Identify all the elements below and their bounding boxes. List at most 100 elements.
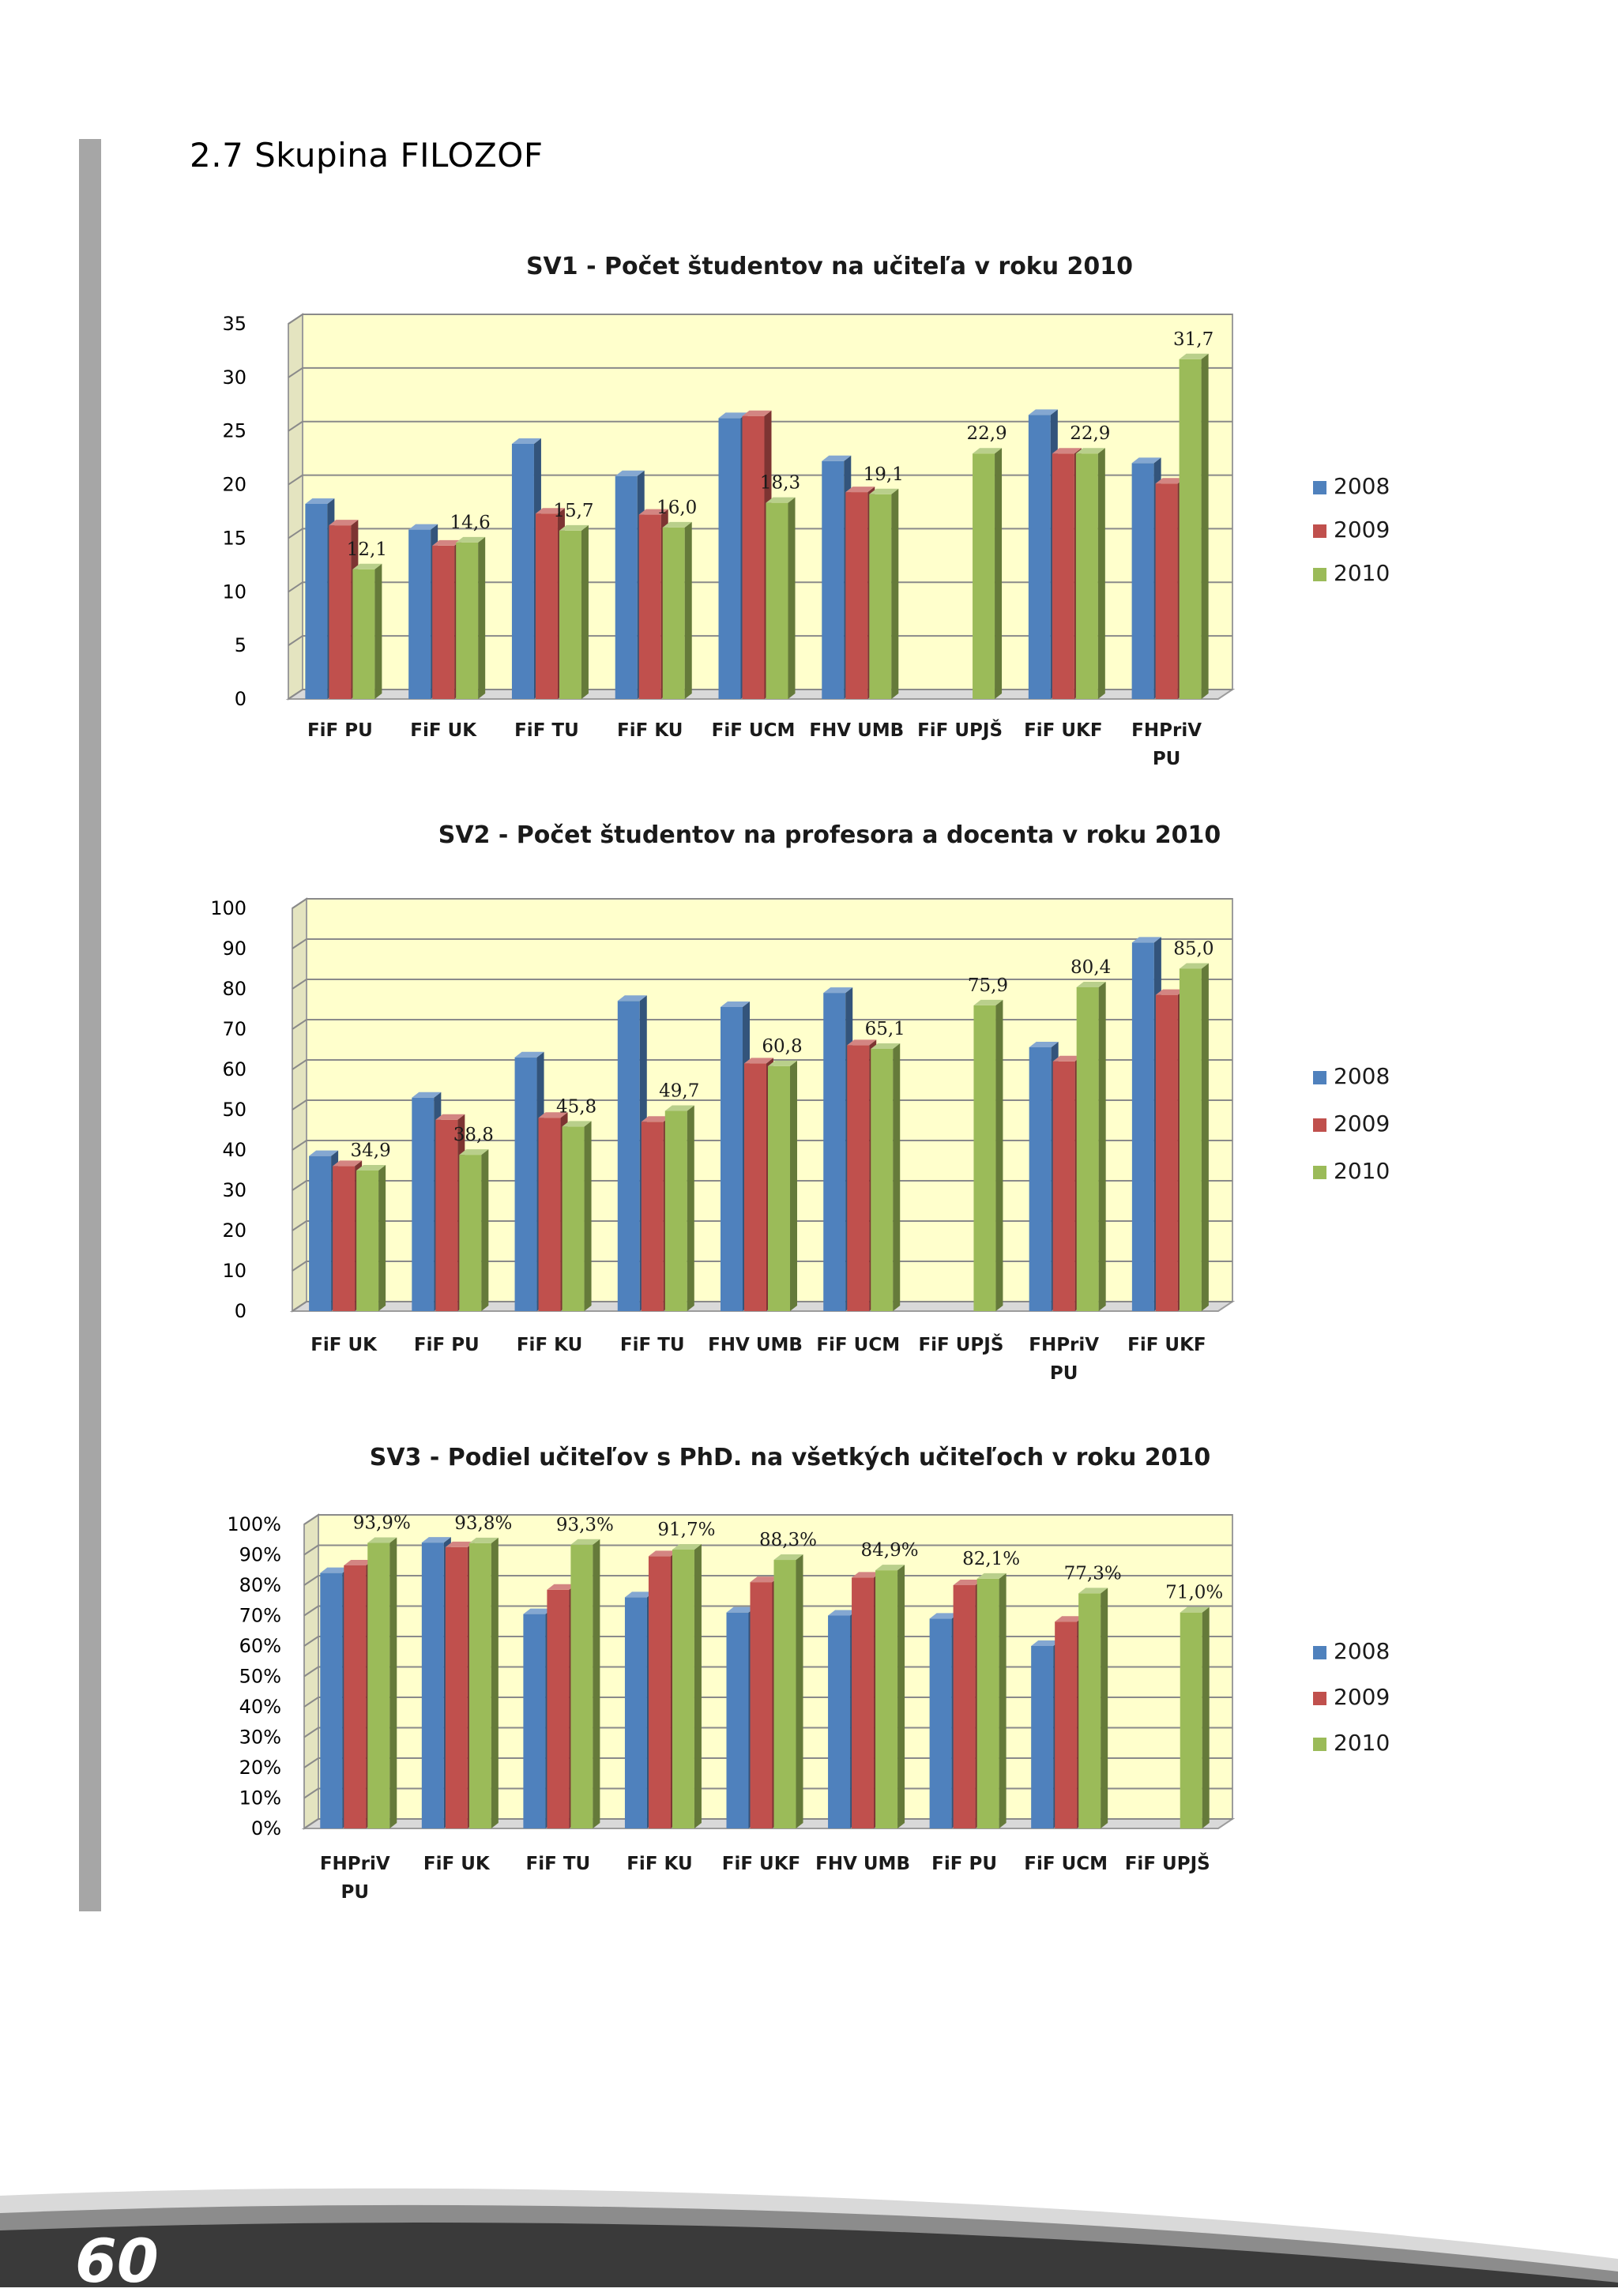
sv2-data-label: 75,9 xyxy=(968,975,1008,996)
sv2-category-label: FiF UKF xyxy=(1127,1335,1206,1355)
sv3-legend-label-2009: 2009 xyxy=(1334,1684,1390,1710)
sv2-bar-2010 xyxy=(664,1105,694,1311)
sv1-y-tick-label: 5 xyxy=(235,634,246,656)
sv3-category-label: FiF UKF xyxy=(722,1854,801,1874)
sv3-gridline xyxy=(303,1636,1232,1647)
sv3-bar-2010 xyxy=(875,1565,905,1828)
sv2-gridline xyxy=(292,1301,1232,1312)
sv3-category-label: FiF UCM xyxy=(1024,1854,1108,1874)
sv2-bar-2010 xyxy=(973,999,1003,1311)
sv3-gridline xyxy=(303,1818,1232,1829)
sv3-bar-2010 xyxy=(672,1543,702,1828)
sv2-gridline xyxy=(292,1180,1232,1191)
sv2-legend-swatch-2009 xyxy=(1313,1118,1326,1132)
sv2-bar-2010 xyxy=(356,1165,386,1311)
chart-sv1: SV1 - Počet študentov na učiteľa v roku … xyxy=(222,253,1390,769)
sv3-data-label: 93,8% xyxy=(454,1513,512,1534)
sv2-y-tick-label: 60 xyxy=(222,1058,246,1080)
sv2-y-tick-label: 70 xyxy=(222,1018,246,1040)
sv3-gridline xyxy=(303,1575,1232,1586)
sv3-legend-label-2010: 2010 xyxy=(1334,1730,1390,1756)
sv1-category-label: FiF KU xyxy=(617,720,683,741)
sv2-category-label: FiF UPJŠ xyxy=(918,1333,1003,1355)
sv3-y-tick-label: 50% xyxy=(239,1666,281,1688)
sv3-y-tick-label: 30% xyxy=(239,1727,281,1749)
sv3-bar-2010 xyxy=(367,1537,397,1828)
sv2-y-tick-label: 40 xyxy=(222,1139,246,1161)
sv2-legend-label-2009: 2009 xyxy=(1334,1110,1390,1137)
sv1-bar-2010 xyxy=(662,521,692,699)
sv1-category-label: FiF PU xyxy=(307,720,373,741)
sv1-gridline xyxy=(288,420,1232,432)
sv3-y-tick-label: 0% xyxy=(251,1817,281,1839)
sv2-data-label: 45,8 xyxy=(556,1096,596,1117)
sv1-gridline xyxy=(288,689,1232,700)
sv3-legend-swatch-2010 xyxy=(1313,1738,1326,1751)
sv1-y-tick-label: 0 xyxy=(235,688,246,710)
sv2-y-tick-label: 10 xyxy=(222,1260,246,1282)
sv3-gridline xyxy=(303,1544,1232,1556)
side-bar xyxy=(79,139,101,1911)
sv1-bar-2010 xyxy=(973,448,1003,699)
sv1-category-label: FHPriV xyxy=(1131,720,1202,741)
sv3-y-tick-label: 70% xyxy=(239,1605,281,1627)
sv3-bar-2010 xyxy=(976,1573,1007,1828)
sv1-y-tick-label: 30 xyxy=(222,366,246,389)
sv1-gridline xyxy=(288,528,1232,539)
sv1-gridline xyxy=(288,474,1232,486)
sv3-legend-swatch-2009 xyxy=(1313,1692,1326,1705)
sv1-data-label: 12,1 xyxy=(347,539,387,560)
sv2-category-label: PU xyxy=(1050,1363,1078,1384)
sv1-category-label: FiF UCM xyxy=(712,720,796,741)
footer-swoosh xyxy=(0,2188,1618,2287)
sv2-y-tick-label: 0 xyxy=(235,1300,246,1322)
sv3-gridline xyxy=(303,1757,1232,1768)
sv2-bar-2010 xyxy=(562,1121,592,1311)
sv1-data-label: 22,9 xyxy=(1070,423,1110,444)
sv1-data-label: 16,0 xyxy=(657,498,697,518)
sv1-legend-swatch-2009 xyxy=(1313,524,1326,538)
sv3-gridline xyxy=(303,1605,1232,1617)
sv2-category-label: FHV UMB xyxy=(708,1335,803,1355)
sv2-title: SV2 - Počet študentov na profesora a doc… xyxy=(438,821,1221,849)
sv3-category-label: FHV UMB xyxy=(815,1854,910,1874)
sv3-category-label: FiF TU xyxy=(526,1854,591,1874)
sv3-data-label: 71,0% xyxy=(1165,1583,1223,1603)
sv2-bar-2010 xyxy=(1076,981,1106,1311)
sv3-y-tick-label: 60% xyxy=(239,1635,281,1657)
sv3-category-label: FiF UK xyxy=(423,1854,491,1874)
sv1-legend-label-2009: 2009 xyxy=(1334,517,1390,543)
sv3-bar-2010 xyxy=(1078,1588,1108,1828)
sv2-bar-2010 xyxy=(768,1060,797,1311)
sv1-gridline xyxy=(288,366,1232,378)
sv3-y-tick-label: 10% xyxy=(239,1787,281,1809)
sv3-bar-2010 xyxy=(468,1537,499,1828)
sv3-bar-2010 xyxy=(570,1539,600,1828)
sv3-legend-label-2008: 2008 xyxy=(1334,1638,1390,1664)
sv2-data-label: 85,0 xyxy=(1173,939,1214,960)
chart-sv2: SV2 - Počet študentov na profesora a doc… xyxy=(210,821,1390,1384)
sv1-data-label: 22,9 xyxy=(966,423,1007,444)
sv2-gridline xyxy=(292,1099,1232,1110)
sv2-gridline xyxy=(292,1261,1232,1272)
sv3-y-tick-label: 90% xyxy=(239,1544,281,1566)
sv2-gridline xyxy=(292,979,1232,990)
sv2-bar-2010 xyxy=(459,1149,489,1311)
sv1-category-label: PU xyxy=(1153,749,1181,769)
sv3-data-label: 93,3% xyxy=(556,1515,614,1535)
sv2-y-tick-label: 90 xyxy=(222,938,246,960)
sv3-y-tick-label: 40% xyxy=(239,1696,281,1718)
sv2-y-tick-label: 50 xyxy=(222,1099,246,1121)
sv1-bar-2010 xyxy=(869,488,899,699)
sv1-bar-2010 xyxy=(456,536,486,699)
sv3-legend-swatch-2008 xyxy=(1313,1646,1326,1659)
sv1-bar-2010 xyxy=(1179,353,1209,699)
sv1-data-label: 18,3 xyxy=(760,473,800,494)
sv2-gridline xyxy=(292,938,1232,949)
sv3-data-label: 77,3% xyxy=(1064,1563,1122,1584)
sv1-category-label: FiF UKF xyxy=(1024,720,1103,741)
sv2-data-label: 49,7 xyxy=(659,1081,699,1102)
sv1-data-label: 19,1 xyxy=(864,464,904,485)
sv3-y-tick-label: 80% xyxy=(239,1574,281,1596)
sv3-gridline xyxy=(303,1666,1232,1678)
